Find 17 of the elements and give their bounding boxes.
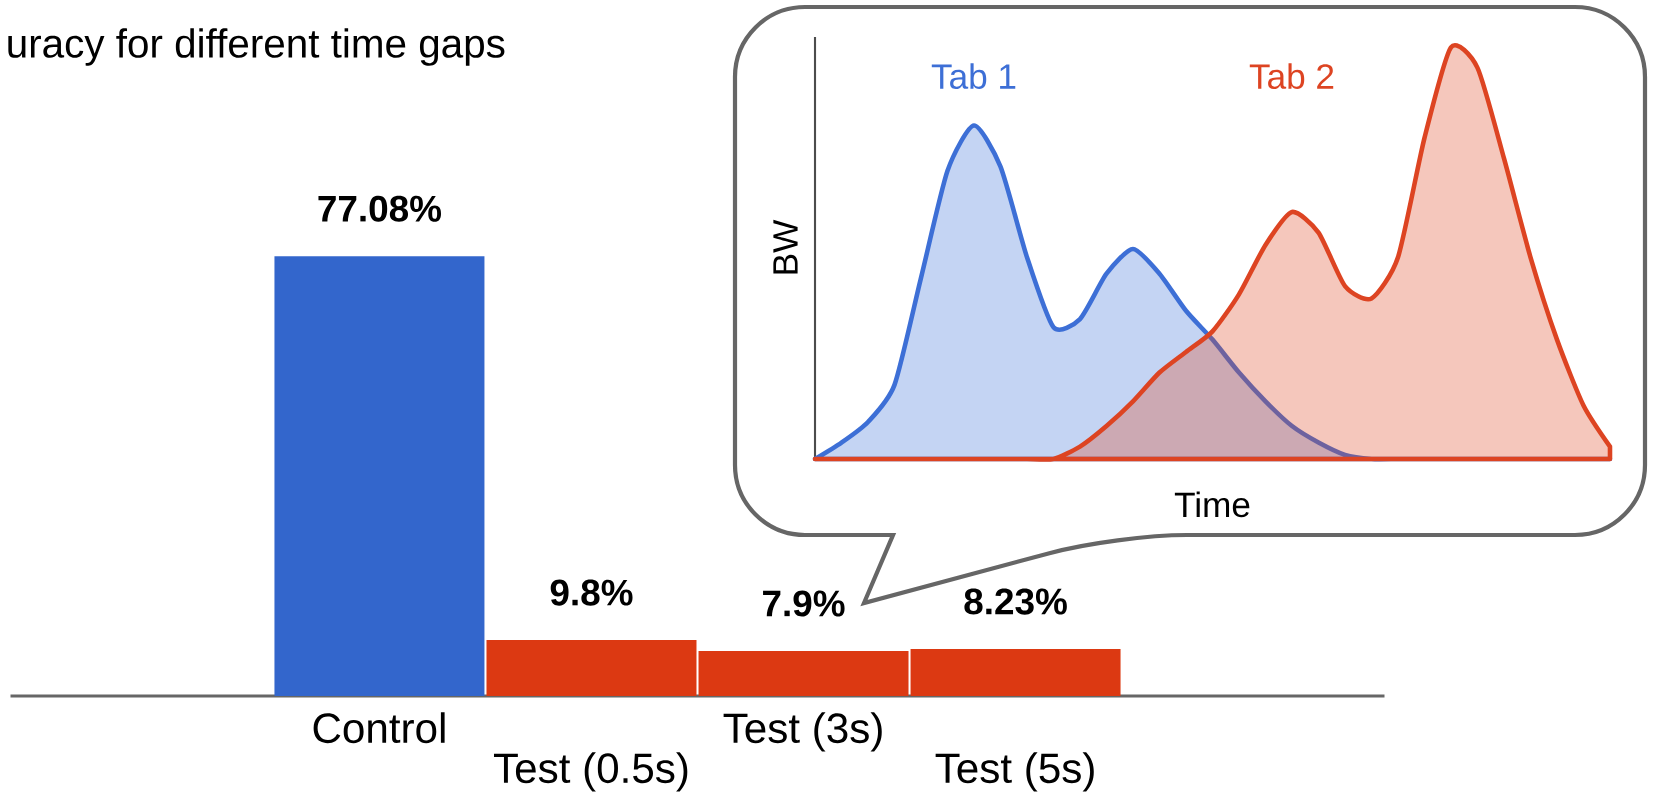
x-tick-label: Test (3s) [723, 712, 882, 752]
bar [698, 650, 909, 697]
bar [274, 256, 485, 697]
data-label: 7.9% [763, 590, 845, 617]
chart-title: uracy for different time gaps [8, 28, 505, 66]
bar [486, 640, 697, 697]
x-tick-label: Test (0.5s) [493, 752, 688, 792]
y-axis-title: BW [773, 219, 798, 274]
x-axis-title: Time [1174, 491, 1250, 518]
text: Tab 2 [1249, 63, 1334, 90]
bar [910, 649, 1121, 697]
series-label: Tab 1 [931, 63, 1016, 90]
data-label: 8.23% [964, 588, 1067, 615]
data-label: 9.8% [550, 579, 633, 606]
x-tick-label: Test (5s) [935, 752, 1094, 792]
x-tick-label: Control [313, 712, 445, 744]
data-label: 77.08% [318, 195, 441, 222]
